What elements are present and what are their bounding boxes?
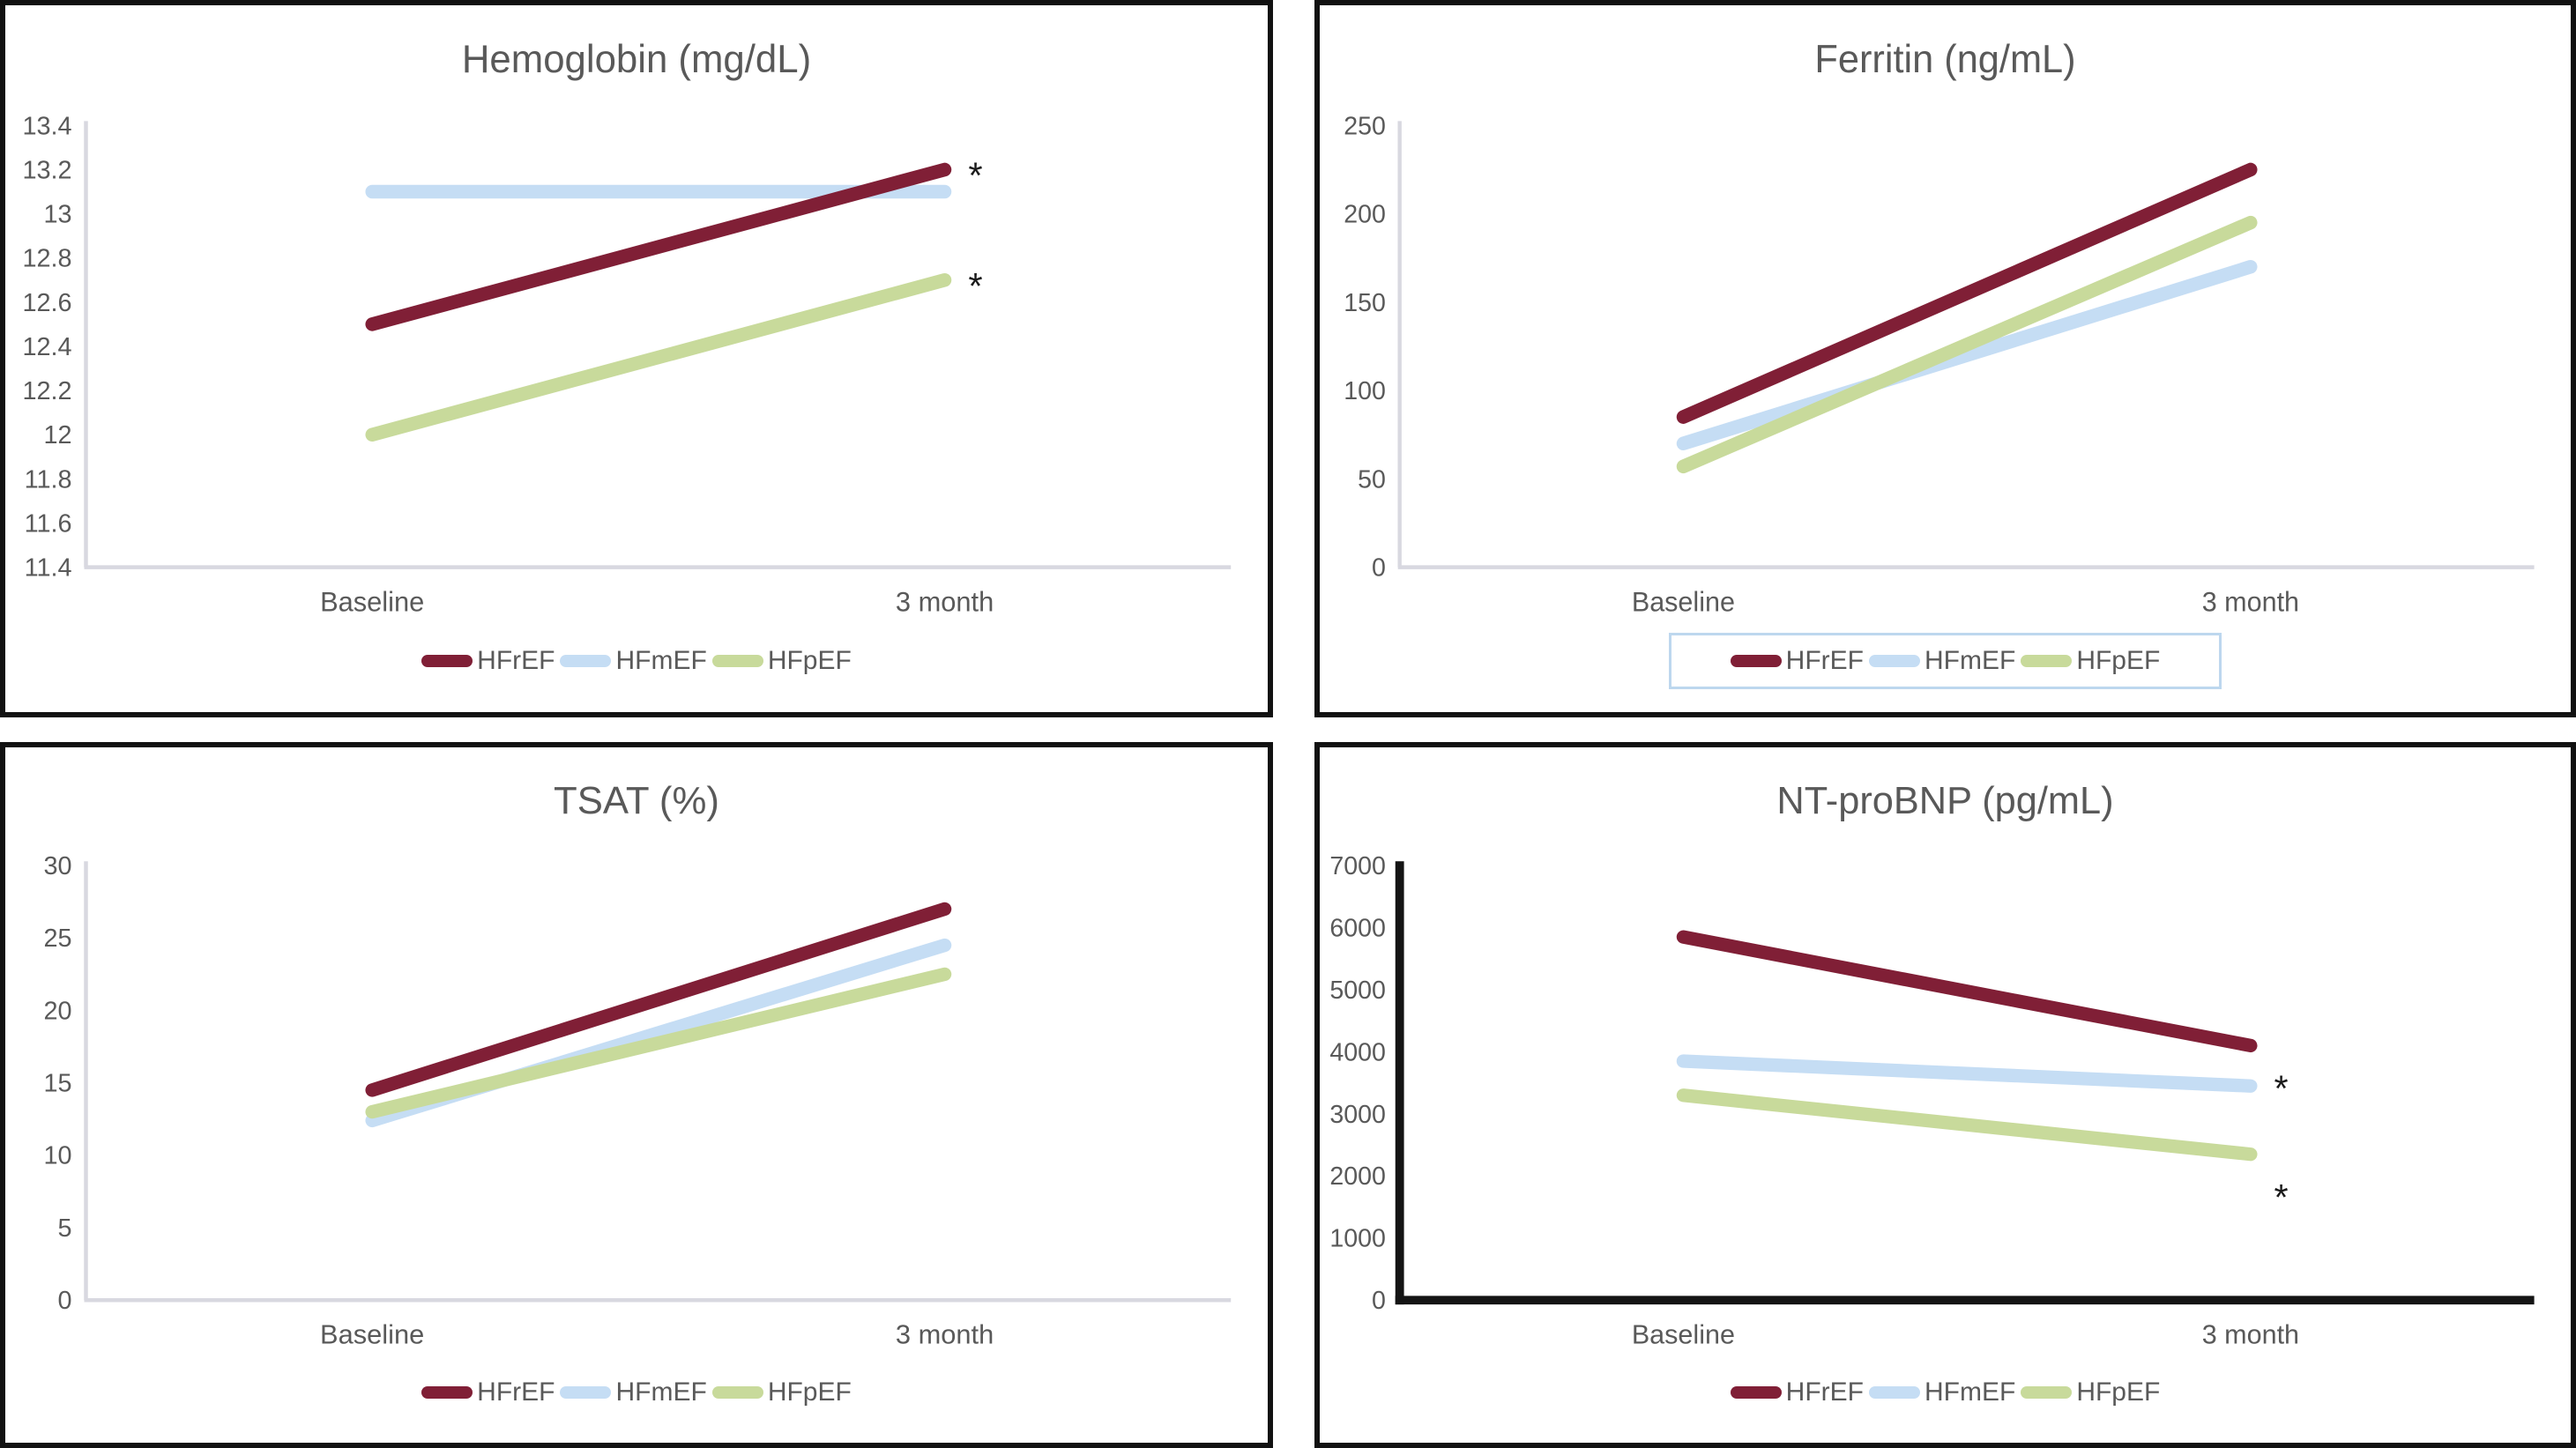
ferritin-y-tick-label: 150 xyxy=(1344,289,1386,317)
hemoglobin-y-tick-label: 12.8 xyxy=(22,245,71,273)
nt_probnp-x-category-label: Baseline xyxy=(1632,1320,1735,1350)
hemoglobin-y-tick-label: 11.4 xyxy=(25,554,72,583)
hemoglobin-series-line-HFpEF xyxy=(365,273,952,442)
ferritin-y-tick-label: 100 xyxy=(1344,377,1386,405)
nt_probnp-y-tick-label: 1000 xyxy=(1329,1225,1386,1253)
ferritin-x-category-label: Baseline xyxy=(1632,586,1735,617)
ferritin-y-tick-label: 250 xyxy=(1344,112,1386,140)
ferritin-title: Ferritin (ng/mL) xyxy=(1814,38,2075,81)
hemoglobin-y-tick-label: 12.4 xyxy=(22,333,71,361)
ferritin-chart-svg: Ferritin (ng/mL) 250 200 150 100 50 0 Baseline 3… xyxy=(1344,38,2535,618)
nt_probnp-y-tick-label: 7000 xyxy=(1329,852,1386,880)
tsat-y-tick-label: 30 xyxy=(43,852,71,880)
tsat-chart-svg: TSAT (%) 30 25 20 15 10 5 0 Baseline 3 month xyxy=(43,780,1232,1350)
hemoglobin-y-tick-label: 11.8 xyxy=(25,465,72,494)
chart-panel-ferritin: Ferritin (ng/mL) 250 200 150 100 50 0 Baseline 3… xyxy=(1314,0,2576,717)
ferritin-series-line-HFpEF xyxy=(1676,215,2258,474)
hemoglobin-x-category-label: Baseline xyxy=(320,587,424,618)
nt_probnp-series-line-HFpEF xyxy=(1676,1088,2258,1162)
tsat-x-category-label: Baseline xyxy=(320,1319,424,1350)
tsat-title: TSAT (%) xyxy=(554,780,719,822)
hemoglobin-y-tick-label: 12.6 xyxy=(22,289,71,317)
tsat-y-tick-label: 0 xyxy=(58,1287,72,1315)
nt_probnp-series-line-HFrEF xyxy=(1676,930,2258,1053)
hemoglobin-significance-asterisk-HFrEF: * xyxy=(968,154,982,196)
nt_probnp-y-tick-label: 3000 xyxy=(1329,1101,1386,1129)
hemoglobin-y-tick-label: 11.6 xyxy=(25,509,72,538)
tsat-y-tick-label: 20 xyxy=(43,997,71,1025)
nt_probnp-y-tick-label: 2000 xyxy=(1329,1162,1386,1191)
hemoglobin-significance-asterisk-HFpEF: * xyxy=(968,265,982,307)
nt_probnp-y-tick-label: 6000 xyxy=(1329,914,1386,942)
nt_probnp-title: NT-proBNP (pg/mL) xyxy=(1776,780,2113,822)
tsat-series-line-HFpEF xyxy=(365,967,952,1119)
tsat-y-tick-label: 25 xyxy=(43,924,71,953)
ferritin-y-tick-label: 0 xyxy=(1372,553,1386,582)
nt-probnp-chart-svg: NT-proBNP (pg/mL) 7000 6000 5000 4000 3000 200… xyxy=(1329,780,2535,1350)
ferritin-y-tick-label: 50 xyxy=(1358,465,1386,494)
ferritin-series-line-HFmEF xyxy=(1676,259,2258,451)
nt_probnp-y-tick-label: 0 xyxy=(1372,1287,1386,1315)
ferritin-series-line-HFrEF xyxy=(1676,162,2258,424)
chart-panel-hemoglobin: Hemoglobin (mg/dL) 13.4 13.2 13 12.8 12.6 12.4… xyxy=(0,0,1273,717)
nt_probnp-series-line-HFmEF xyxy=(1676,1054,2258,1093)
hemoglobin-x-category-label: 3 month xyxy=(896,587,994,618)
nt_probnp-significance-asterisk-HFrEF: * xyxy=(2274,1069,2288,1110)
hemoglobin-title: Hemoglobin (mg/dL) xyxy=(462,38,811,81)
chart-panel-tsat: TSAT (%) 30 25 20 15 10 5 0 Baseline 3 month HFrE… xyxy=(0,742,1273,1448)
hemoglobin-series-line-HFrEF xyxy=(365,162,952,331)
hemoglobin-y-tick-label: 12.2 xyxy=(22,377,71,405)
nt_probnp-y-tick-label: 5000 xyxy=(1329,976,1386,1005)
ferritin-y-tick-label: 200 xyxy=(1344,200,1386,228)
nt_probnp-x-category-label: 3 month xyxy=(2202,1320,2299,1350)
ferritin-x-category-label: 3 month xyxy=(2202,586,2299,617)
hemoglobin-y-tick-label: 13 xyxy=(44,201,72,229)
hemoglobin-y-tick-label: 13.4 xyxy=(22,112,71,140)
nt_probnp-y-tick-label: 4000 xyxy=(1329,1038,1386,1066)
tsat-series-line-HFrEF xyxy=(365,902,952,1097)
tsat-y-tick-label: 5 xyxy=(58,1214,72,1243)
tsat-y-tick-label: 15 xyxy=(43,1070,71,1098)
hemoglobin-y-tick-label: 13.2 xyxy=(22,156,71,184)
chart-panel-nt-probnp: NT-proBNP (pg/mL) 7000 6000 5000 4000 3000 200… xyxy=(1314,742,2576,1448)
hemoglobin-chart-svg: Hemoglobin (mg/dL) 13.4 13.2 13 12.8 12.6 12.4… xyxy=(22,38,1232,618)
tsat-y-tick-label: 10 xyxy=(43,1142,71,1170)
hemoglobin-y-tick-label: 12 xyxy=(44,421,72,449)
nt_probnp-significance-asterisk-HFpEF: * xyxy=(2274,1177,2288,1218)
tsat-x-category-label: 3 month xyxy=(896,1319,994,1350)
